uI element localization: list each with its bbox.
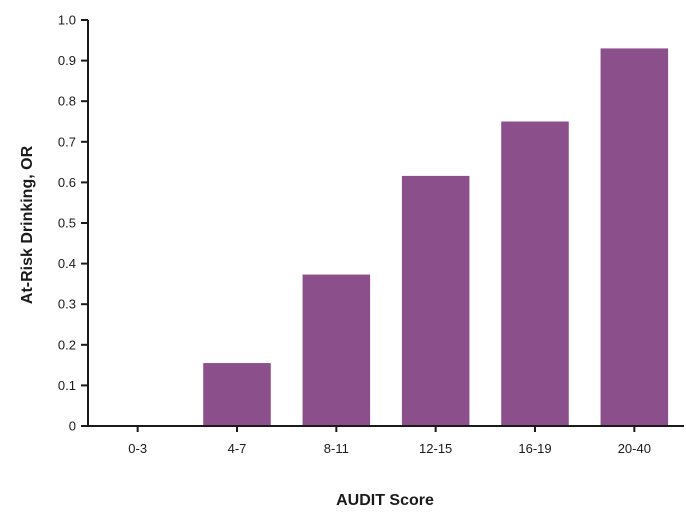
y-tick-label: 0.9 xyxy=(58,53,76,68)
x-axis-title: AUDIT Score xyxy=(336,492,434,509)
bars-group xyxy=(203,48,669,427)
bar-20-40 xyxy=(600,48,669,427)
y-tick-label: 0.3 xyxy=(58,297,76,312)
y-tick-label: 0.8 xyxy=(58,94,76,109)
bar-16-19 xyxy=(501,121,569,426)
y-tick-label: 0.1 xyxy=(58,378,76,393)
x-tick-label: 0-3 xyxy=(128,441,147,456)
x-tick-label: 12-15 xyxy=(419,441,452,456)
x-tick-label: 4-7 xyxy=(228,441,247,456)
x-axis-ticks: 0-3 4-7 8-11 12-15 16-19 20-40 xyxy=(128,426,651,456)
x-tick-label: 8-11 xyxy=(324,441,349,456)
x-tick-label: 16-19 xyxy=(518,441,551,456)
y-tick-label: 0.5 xyxy=(58,216,76,231)
y-axis-title: At-Risk Drinking, OR xyxy=(19,145,36,304)
y-axis-ticks: 0 0.1 0.2 0.3 0.4 0.5 0.6 0.7 0.8 0.9 1.0 xyxy=(58,13,88,434)
bar-12-15 xyxy=(401,175,470,426)
y-tick-label: 0.4 xyxy=(58,256,76,271)
bar-4-7 xyxy=(203,363,271,426)
y-tick-label: 0.7 xyxy=(58,134,76,149)
y-tick-label: 0.6 xyxy=(58,175,76,190)
y-tick-label: 0.2 xyxy=(58,337,76,352)
y-tick-label: 0 xyxy=(69,419,76,434)
y-tick-label: 1.0 xyxy=(58,13,76,28)
x-tick-label: 20-40 xyxy=(618,441,651,456)
bar-8-11 xyxy=(302,274,371,426)
